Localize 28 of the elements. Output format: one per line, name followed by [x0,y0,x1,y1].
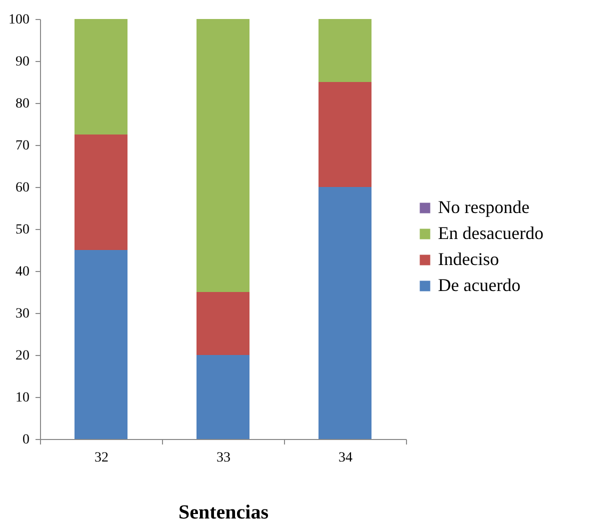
y-tick-label: 60 [16,180,30,196]
y-tick-label: 20 [16,348,30,364]
x-tick-label: 32 [94,450,108,466]
bar [74,134,128,250]
bar [318,187,372,439]
y-tick-label: 40 [16,264,30,280]
bar [196,292,250,355]
legend-label: De acuerdo [438,275,520,295]
y-tick-label: 70 [16,138,30,154]
x-tick-label: 33 [216,450,230,466]
y-tick-label: 80 [16,96,30,112]
x-axis-title: Sentencias [178,502,269,524]
legend-label: En desacuerdo [438,223,544,243]
x-tick-label: 34 [338,450,352,466]
bar [318,82,372,187]
y-tick-label: 30 [16,306,30,322]
y-tick-label: 100 [8,12,30,28]
y-tick-label: 50 [16,222,30,238]
y-tick-label: 0 [22,432,30,448]
y-tick-label: 90 [16,54,30,70]
bar [74,250,128,439]
bar [318,19,372,82]
legend-label: No responde [438,197,530,217]
y-tick-label: 10 [16,390,30,406]
bar [196,355,250,439]
legend-label: Indeciso [438,249,499,269]
bar [196,19,250,292]
bar [74,19,128,134]
